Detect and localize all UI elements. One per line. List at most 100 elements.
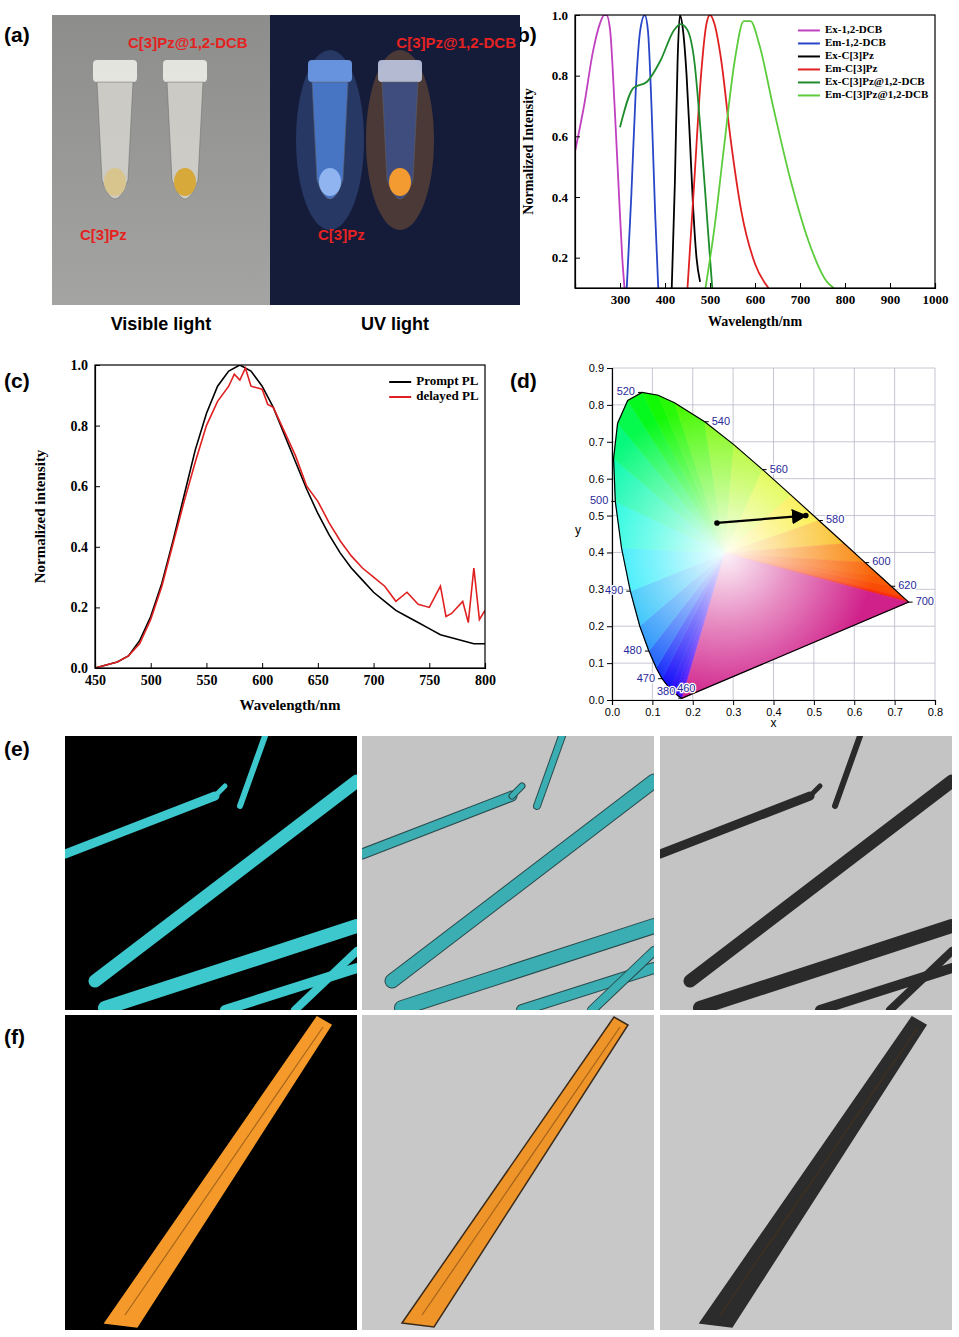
y-tick: 0.4 — [71, 540, 101, 555]
locus-whitening — [614, 392, 909, 698]
x-tick-mark — [620, 283, 621, 288]
x-axis-line — [613, 701, 936, 706]
y-tick-mark — [95, 668, 100, 669]
legend-swatch — [798, 94, 820, 96]
y-axis-title: y — [575, 523, 581, 537]
x-tick-mark — [935, 283, 936, 288]
legend-label: Em-C[3]Pz — [825, 62, 878, 74]
x-tick-mark — [890, 283, 891, 288]
x-tick: 500 — [141, 663, 162, 688]
y-axis: 0.00.10.20.30.40.50.60.70.80.9 — [589, 362, 613, 706]
legend: Ex-1,2-DCBEm-1,2-DCBEx-C[3]PzEm-C[3]PzEx… — [798, 23, 929, 100]
x-tick-label: 1000 — [923, 292, 949, 307]
y-tick: 0.5 — [589, 510, 612, 522]
grid-line — [612, 368, 935, 369]
x-tick-label: 0.1 — [645, 706, 660, 718]
crystal — [215, 786, 225, 796]
crystal-edge — [402, 926, 654, 1008]
x-tick-label: 600 — [746, 292, 766, 307]
x-axis-title: x — [771, 716, 777, 730]
tube-powder — [389, 168, 411, 196]
wavelength-label: 460 — [677, 682, 695, 694]
crystal-edge — [392, 781, 654, 981]
x-tick-label: 800 — [475, 673, 496, 688]
micrograph-background — [65, 1015, 357, 1330]
legend-label: Ex-C[3]Pz — [825, 49, 874, 61]
wavelength-label: 700 — [916, 595, 934, 607]
series-point — [803, 513, 809, 519]
wavelength-label: 470 — [637, 672, 655, 684]
sample-label: C[3]Pz@1,2-DCB — [128, 34, 248, 51]
y-tick-mark — [95, 426, 100, 427]
tube-powder — [174, 168, 196, 196]
x-tick-label: 700 — [791, 292, 811, 307]
x-tick: 700 — [791, 283, 811, 307]
y-tick-label: 0.1 — [589, 657, 604, 669]
sample-label: C[3]Pz — [80, 226, 127, 243]
x-axis-title: Wavelength/nm — [708, 314, 802, 329]
y-tick-label: 0.4 — [552, 190, 569, 205]
crystal — [700, 926, 952, 1008]
crystal — [537, 736, 562, 806]
x-tick: 600 — [252, 663, 273, 688]
y-tick-label: 0.8 — [71, 419, 89, 434]
y-tick-label: 0.4 — [71, 540, 89, 555]
crystal-edge — [537, 736, 562, 806]
crystal — [890, 951, 952, 1010]
y-tick-mark — [607, 516, 612, 517]
x-tick: 650 — [308, 663, 329, 688]
wavelength-tick — [763, 469, 767, 470]
crystal — [362, 796, 512, 854]
crystal — [402, 1017, 628, 1327]
series-line — [95, 365, 485, 668]
micrograph-background — [362, 1015, 654, 1330]
y-tick-label: 1.0 — [552, 8, 568, 23]
x-tick: 400 — [656, 283, 676, 307]
y-tick-mark — [607, 552, 612, 553]
legend-swatch — [798, 68, 820, 70]
x-tick-label: 550 — [196, 673, 217, 688]
x-tick: 750 — [419, 663, 440, 688]
wavelength-label: 560 — [770, 463, 788, 475]
wavelength-tick — [626, 591, 630, 592]
y-axis-line — [96, 366, 101, 669]
series-arrow — [717, 516, 806, 523]
y-tick-mark — [575, 136, 580, 137]
y-tick-label: 0.0 — [589, 694, 604, 706]
panel-letter: (a) — [4, 23, 30, 46]
y-axis-title: Normalized Intensity — [521, 88, 536, 214]
y-tick: 0.8 — [552, 68, 580, 83]
series-point — [714, 520, 720, 526]
y-tick-label: 0.7 — [589, 436, 604, 448]
y-tick: 0.1 — [589, 657, 612, 669]
x-tick: 900 — [881, 283, 901, 307]
x-tick-mark — [935, 700, 936, 705]
x-tick-mark — [151, 663, 152, 668]
y-tick: 0.8 — [71, 419, 101, 434]
y-tick: 0.9 — [589, 362, 612, 374]
crystal-texture — [422, 1027, 620, 1315]
panel-letter: (e) — [4, 737, 30, 760]
tube-powder — [104, 168, 126, 196]
legend-swatch — [798, 42, 820, 44]
x-tick: 0.8 — [928, 700, 943, 718]
x-tick-mark — [206, 663, 207, 668]
wavelength-label: 580 — [826, 513, 844, 525]
x-tick-label: 0.7 — [887, 706, 902, 718]
y-tick-mark — [607, 626, 612, 627]
panel-letter: (f) — [4, 1025, 25, 1048]
y-axis: 0.00.20.40.60.81.0 — [71, 358, 101, 676]
crystal — [402, 926, 654, 1008]
series-group — [95, 365, 485, 668]
y-tick-label: 0.4 — [589, 546, 604, 558]
wavelength-tick — [909, 602, 913, 603]
y-tick-mark — [95, 607, 100, 608]
crystal-texture — [125, 1027, 323, 1315]
y-tick-label: 0.0 — [71, 661, 89, 676]
grid-line — [854, 368, 855, 700]
x-tick-mark — [854, 700, 855, 705]
wavelength-label: 380 — [657, 685, 675, 697]
y-tick: 0.2 — [589, 620, 612, 632]
tube-cap — [308, 60, 352, 82]
micrograph — [65, 1015, 357, 1330]
